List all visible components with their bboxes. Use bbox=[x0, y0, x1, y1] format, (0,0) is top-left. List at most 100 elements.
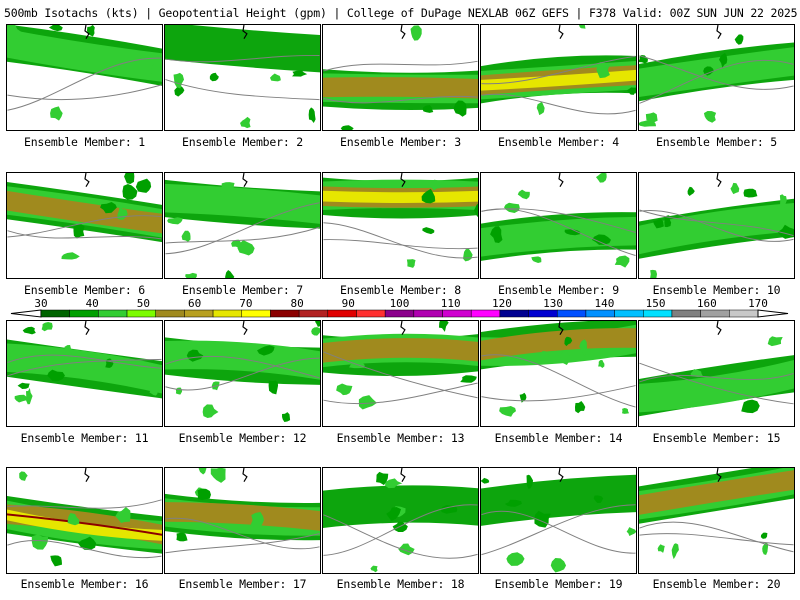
isotach-patch bbox=[526, 474, 534, 489]
isotach-colorbar: 30 40 50 60 70 80 90 100 110 120 130 140 150 160 170 bbox=[0, 296, 800, 322]
coastline bbox=[716, 25, 722, 40]
ensemble-member-map bbox=[322, 24, 479, 131]
isotach-band bbox=[7, 513, 162, 536]
colorbar-swatch bbox=[384, 309, 415, 318]
isotach-patch bbox=[422, 227, 435, 235]
ensemble-member-label: Ensemble Member: 16 bbox=[20, 577, 149, 591]
colorbar-tick-label: 150 bbox=[646, 297, 666, 310]
isotach-patch bbox=[257, 345, 275, 356]
isotach-patch bbox=[176, 532, 188, 542]
height-contour bbox=[481, 504, 636, 556]
isotach-patch bbox=[340, 125, 354, 130]
colorbar-tick-label: 160 bbox=[697, 297, 717, 310]
isotach-patch bbox=[100, 202, 117, 214]
ensemble-member-map bbox=[638, 24, 795, 131]
ensemble-member-label: Ensemble Member: 13 bbox=[336, 431, 465, 445]
height-contour bbox=[481, 354, 636, 408]
isotach-patch bbox=[504, 499, 522, 507]
isotach-patch bbox=[517, 189, 530, 200]
isotach-patch bbox=[22, 326, 36, 335]
colorbar-left-arrow bbox=[10, 309, 42, 318]
isotach-patch bbox=[767, 336, 783, 347]
isotach-patch bbox=[621, 408, 630, 414]
isotach-patch bbox=[50, 555, 63, 567]
isotach-patch bbox=[596, 62, 610, 79]
coastline bbox=[400, 468, 406, 483]
ensemble-member-label: Ensemble Member: 7 bbox=[181, 283, 304, 297]
isotach-patch bbox=[210, 468, 226, 483]
isotach-patch bbox=[564, 336, 573, 347]
isotach-patch bbox=[50, 106, 63, 121]
isotach-patch bbox=[135, 178, 152, 193]
colorbar-tick-label: 50 bbox=[137, 297, 150, 310]
height-contour bbox=[7, 354, 162, 369]
height-contour bbox=[481, 208, 636, 256]
ensemble-member-label: Ensemble Member: 14 bbox=[494, 431, 623, 445]
isotach-patch bbox=[595, 173, 607, 183]
isotach-patch bbox=[431, 179, 441, 191]
isotach-patch bbox=[209, 72, 219, 82]
colorbar-tick-label: 30 bbox=[34, 297, 47, 310]
isotach-band bbox=[639, 470, 794, 515]
ensemble-member-label: Ensemble Member: 11 bbox=[20, 431, 149, 445]
height-contour bbox=[323, 239, 478, 250]
height-contour bbox=[481, 385, 636, 402]
colorbar-tick-label: 90 bbox=[342, 297, 355, 310]
colorbar-swatch bbox=[98, 309, 128, 318]
isotach-patch bbox=[308, 107, 316, 124]
coastline bbox=[84, 25, 90, 40]
ensemble-member-map bbox=[480, 24, 637, 131]
isotach-patch bbox=[149, 389, 159, 396]
ensemble-member-map bbox=[322, 172, 479, 279]
isotach-patch bbox=[358, 395, 377, 410]
coastline bbox=[716, 468, 722, 483]
isotach-patch bbox=[504, 202, 520, 213]
isotach-patch bbox=[762, 542, 769, 556]
isotach-patch bbox=[181, 230, 191, 242]
colorbar-tick-label: 130 bbox=[543, 297, 563, 310]
height-contour bbox=[165, 54, 320, 63]
isotach-patch bbox=[122, 183, 138, 200]
isotach-patch bbox=[376, 471, 389, 486]
height-contour bbox=[323, 60, 478, 72]
isotach-patch bbox=[650, 269, 658, 278]
isotach-patch bbox=[728, 379, 745, 389]
isotach-patch bbox=[292, 70, 308, 77]
colorbar-tick-label: 100 bbox=[390, 297, 410, 310]
isotach-patch bbox=[150, 64, 162, 76]
isotach-patch bbox=[560, 351, 572, 366]
isotach-patch bbox=[197, 488, 211, 501]
isotach-patch bbox=[703, 111, 717, 123]
coastline bbox=[242, 25, 248, 40]
isotach-patch bbox=[225, 269, 235, 278]
ensemble-member-map bbox=[164, 24, 321, 131]
isotach-band bbox=[481, 474, 636, 526]
height-contour bbox=[323, 351, 478, 399]
coastline bbox=[558, 321, 564, 336]
ensemble-member-map bbox=[6, 467, 163, 574]
colorbar-swatch bbox=[470, 309, 501, 318]
colorbar-swatch bbox=[356, 309, 386, 318]
colorbar-swatch bbox=[241, 309, 271, 318]
isotach-patch bbox=[779, 194, 787, 208]
isotach-band bbox=[639, 359, 794, 413]
isotach-patch bbox=[385, 478, 403, 489]
colorbar-swatch bbox=[614, 309, 644, 318]
height-contour bbox=[7, 57, 162, 111]
isotach-patch bbox=[268, 380, 279, 395]
isotach-band bbox=[481, 328, 636, 361]
isotach-patch bbox=[7, 25, 22, 40]
ensemble-member-map bbox=[638, 320, 795, 427]
isotach-patch bbox=[657, 544, 665, 553]
coastline bbox=[242, 321, 248, 336]
isotach-patch bbox=[626, 527, 636, 537]
isotach-patch bbox=[61, 252, 80, 260]
coastline bbox=[400, 25, 406, 40]
isotach-patch bbox=[639, 119, 657, 127]
height-contour bbox=[639, 373, 794, 383]
height-contour bbox=[639, 55, 794, 90]
isotach-patch bbox=[14, 394, 29, 403]
isotach-band bbox=[7, 509, 162, 541]
coastline bbox=[716, 173, 722, 188]
height-contour bbox=[7, 499, 162, 509]
